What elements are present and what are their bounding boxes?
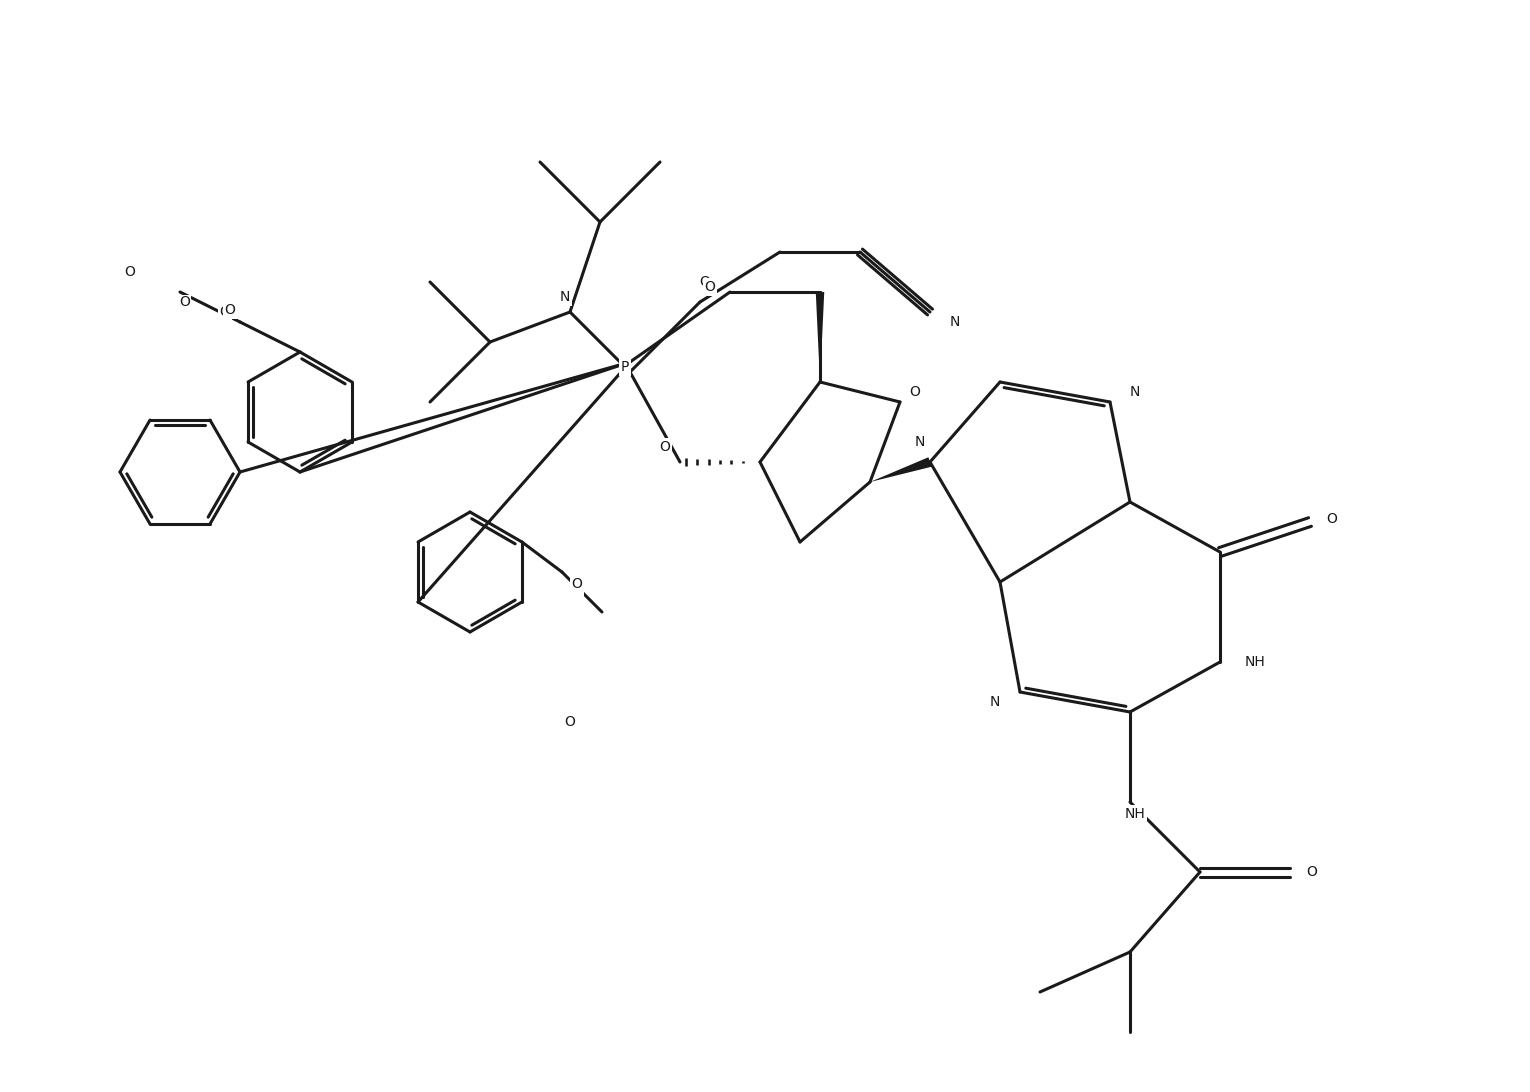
Text: O: O [225,302,236,317]
Text: O: O [572,577,583,591]
Text: N: N [915,435,926,449]
Text: O: O [572,580,583,594]
Text: O: O [909,385,921,399]
Text: O: O [1327,512,1337,526]
Text: O: O [124,265,136,278]
Text: O: O [179,295,190,309]
Text: O: O [699,275,710,289]
Text: N: N [990,695,1001,709]
Text: P: P [621,360,629,373]
Text: N: N [1129,385,1140,399]
Text: O: O [565,715,575,729]
Text: O: O [659,440,670,454]
Text: N: N [560,290,571,304]
Text: O: O [1307,865,1317,879]
Text: NH: NH [1244,655,1265,669]
Polygon shape [871,458,932,482]
Text: O: O [704,280,716,294]
Text: NH: NH [1125,807,1146,821]
Polygon shape [815,292,825,382]
Text: N: N [950,314,961,329]
Text: O: O [220,305,231,319]
